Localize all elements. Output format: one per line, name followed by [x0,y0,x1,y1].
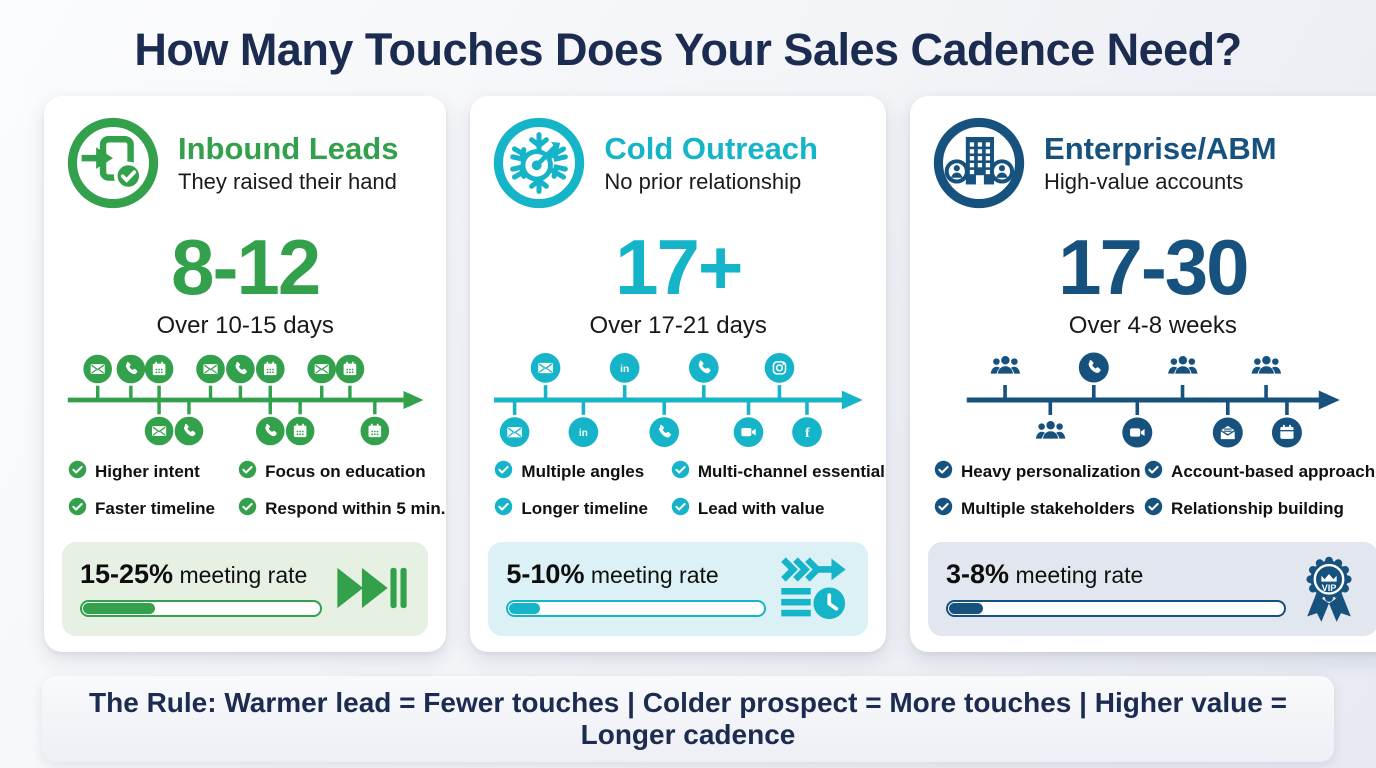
check-label: Faster timeline [95,499,215,518]
check-circle-icon [68,497,87,521]
check-label: Lead with value [697,499,825,518]
check-label: Respond within 5 min. [265,499,446,518]
check-circle-icon [1144,497,1163,521]
check-label: Higher intent [95,462,200,481]
page-title: How Many Touches Does Your Sales Cadence… [134,24,1242,75]
meeting-rate-label: meeting rate [1015,562,1144,588]
fast-forward-icon [334,561,410,615]
check-label: Focus on education [265,462,426,481]
check-circle-icon [671,460,690,484]
card-header: Enterprise/ABM High-value accounts [930,114,1376,212]
cadence-card-enterprise-abm: Enterprise/ABM High-value accounts 17-30… [910,96,1376,652]
meeting-rate-box: 3-8% meeting rate VIP [928,542,1376,636]
meeting-rate-progress [946,600,1286,617]
check-item: Multiple angles [494,460,670,484]
touch-count: 8-12 [171,223,321,311]
svg-text:in: in [621,364,630,375]
meeting-rate-progress [506,600,767,617]
meeting-rate-box: 15-25% meeting rate [62,542,429,636]
check-circle-icon [1144,460,1163,484]
vip-badge-icon: VIP [1298,553,1360,623]
card-header-text: Enterprise/ABM High-value accounts [1044,131,1277,196]
meeting-rate-progress [80,600,323,617]
check-item: Account-based approach [1144,460,1376,484]
touch-timeline [930,348,1376,452]
check-label: Longer timeline [521,499,648,518]
check-label: Multiple angles [521,462,645,481]
card-subtitle: High-value accounts [1044,169,1244,195]
check-label: Heavy personalization [961,462,1141,481]
check-list: Heavy personalization Account-based appro… [930,460,1376,521]
cadence-card-inbound-leads: Inbound Leads They raised their hand 8-1… [44,96,447,652]
snowflake-target-icon [490,114,588,212]
touch-timeline [64,348,426,452]
check-circle-icon [68,460,87,484]
card-title: Cold Outreach [604,130,818,166]
card-title: Enterprise/ABM [1044,130,1277,166]
meeting-rate-progress-fill [83,603,155,614]
card-subtitle: They raised their hand [178,169,397,195]
touch-count: 17+ [615,223,743,311]
svg-text:in: in [579,428,588,439]
card-header-text: Cold Outreach No prior relationship [604,131,818,196]
svg-text:f: f [806,425,811,440]
card-title: Inbound Leads [178,130,399,166]
speed-clock-icon [778,555,850,621]
check-item: Respond within 5 min. [238,497,446,521]
card-subtitle: No prior relationship [604,169,802,195]
card-header: Cold Outreach No prior relationship [490,114,866,212]
meeting-rate-label: meeting rate [179,562,308,588]
check-circle-icon [238,460,257,484]
check-list: Higher intent Focus on education Faster ti… [64,460,446,521]
check-circle-icon [238,497,257,521]
meeting-rate-text: 5-10% meeting rate [506,559,767,617]
check-item: Multi-channel essential [671,460,885,484]
check-circle-icon [494,460,513,484]
cadence-card-cold-outreach: Cold Outreach No prior relationship 17+ … [470,96,887,652]
svg-text:VIP: VIP [1321,583,1336,593]
meeting-rate-progress-fill [949,603,983,614]
check-item: Longer timeline [494,497,670,521]
check-label: Multi-channel essential [697,462,885,481]
touch-duration: Over 10-15 days [156,312,334,339]
check-circle-icon [671,497,690,521]
meeting-rate-progress-fill [509,603,541,614]
check-item: Multiple stakeholders [934,497,1144,521]
meeting-rate-value: 3-8% [946,559,1010,589]
meeting-rate-text: 3-8% meeting rate [946,559,1286,617]
check-circle-icon [934,460,953,484]
check-item: Focus on education [238,460,426,484]
check-item: Relationship building [1144,497,1372,521]
touch-duration: Over 4-8 weeks [1068,312,1237,339]
meeting-rate-value: 15-25% [80,559,174,589]
card-header-text: Inbound Leads They raised their hand [178,131,398,196]
building-people-icon [930,114,1028,212]
card-header: Inbound Leads They raised their hand [64,114,426,212]
check-item: Lead with value [671,497,862,521]
meeting-rate-box: 5-10% meeting rate [488,542,869,636]
meeting-rate-text: 15-25% meeting rate [80,559,323,617]
touch-duration: Over 17-21 days [589,312,767,339]
meeting-rate-label: meeting rate [590,562,719,588]
timeline-graphic [67,354,424,446]
check-item: Higher intent [68,460,238,484]
timeline-graphic: in in f [494,353,864,447]
check-circle-icon [934,497,953,521]
rule-bar: The Rule: Warmer lead = Fewer touches | … [42,676,1334,762]
check-item: Heavy personalization [934,460,1144,484]
check-circle-icon [494,497,513,521]
touch-count: 17-30 [1058,223,1249,311]
check-label: Multiple stakeholders [961,499,1135,518]
check-list: Multiple angles Multi-channel essential Lo… [490,460,885,521]
check-label: Account-based approach [1171,462,1376,481]
cadence-cards: Inbound Leads They raised their hand 8-1… [0,90,1376,652]
touch-timeline: in in f [490,348,866,452]
timeline-graphic [966,352,1340,448]
meeting-rate-value: 5-10% [506,559,585,589]
check-item: Faster timeline [68,497,238,521]
inbound-login-check-icon [64,114,162,212]
check-label: Relationship building [1171,499,1344,518]
